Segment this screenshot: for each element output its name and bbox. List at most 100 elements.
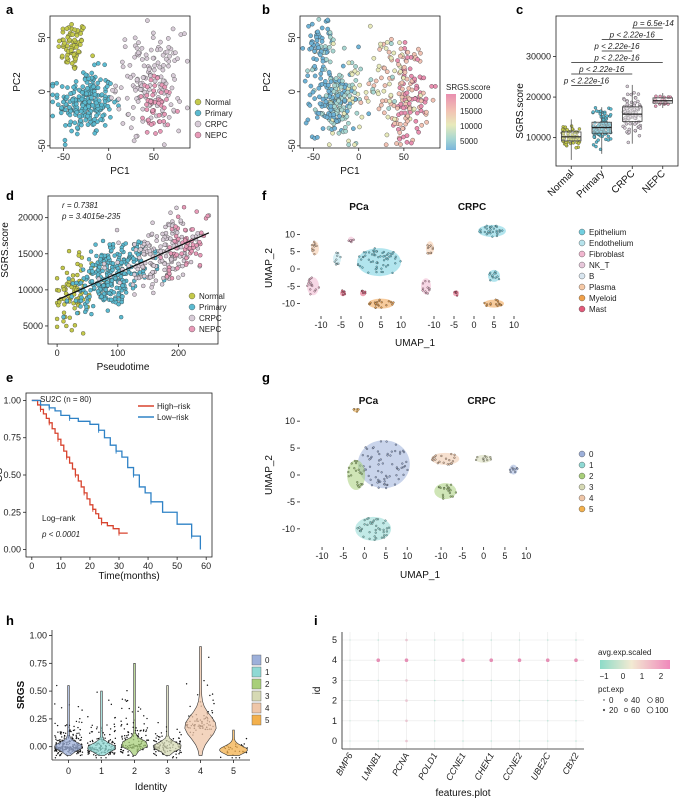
panel-g-x-tick-label: 0 <box>362 551 367 561</box>
panel-i-size-swatch <box>623 707 629 713</box>
pseudotime-point <box>195 231 200 236</box>
g-pca-cluster0-cell <box>385 486 388 490</box>
panel-i-y-tick-label: 1 <box>332 716 337 726</box>
pca-point <box>160 67 166 73</box>
violin-point <box>104 737 106 739</box>
panel-i-colorbar <box>600 660 670 669</box>
pseudotime-point <box>110 267 115 273</box>
panel-g-y-tick-label: -5 <box>287 497 295 507</box>
dotplot-dot <box>546 699 549 702</box>
g-pca-cluster5-cell <box>355 410 358 413</box>
violin-point <box>235 757 237 759</box>
pca-score-point <box>405 118 410 124</box>
g-pca-cluster1-cell <box>359 530 362 533</box>
f-pca-epithelium-cell <box>360 258 363 261</box>
panel-c-x-tick-label: CRPC <box>610 168 638 196</box>
pca-point <box>82 77 88 82</box>
panel-d-xlabel: Pseudotime <box>97 362 150 373</box>
pca-point <box>150 92 155 98</box>
pca-score-point <box>341 45 347 51</box>
f-pca-epithelium-cell <box>371 260 375 263</box>
pca-score-point <box>414 126 420 131</box>
pca-score-point <box>398 142 403 147</box>
pseudotime-point <box>141 283 146 289</box>
pca-point <box>79 122 84 128</box>
violin-point <box>109 728 112 730</box>
pseudotime-point <box>145 240 150 246</box>
pseudotime-point <box>149 231 155 237</box>
g-pca-cluster1-cell <box>373 535 376 538</box>
f-crpc-plasma-cell <box>431 246 434 249</box>
panel-i-ylabel: id <box>312 687 323 695</box>
pca-point <box>162 84 168 90</box>
violin-point <box>121 751 124 754</box>
pca-point <box>152 63 157 68</box>
g-crpc-cluster4-cell <box>450 452 453 456</box>
pca-point <box>162 111 167 117</box>
pca-point <box>92 131 98 136</box>
pseudotime-point <box>153 278 159 283</box>
f-crpc-epithelium-small-cell <box>496 275 499 278</box>
violin-point <box>91 724 93 726</box>
pseudotime-point <box>84 304 89 309</box>
pseudotime-point <box>141 241 147 247</box>
g-pca-cluster1-cell <box>371 522 374 525</box>
pseudotime-point <box>162 242 167 247</box>
panel-c-boxplot: p = 6.5e-14 p < 2.22e-16 p < 2.22e-16 p < 2… <box>515 15 679 200</box>
pseudotime-point <box>103 287 109 292</box>
violin-point <box>145 730 147 733</box>
panel-f-x-tick-label: 0 <box>358 320 363 330</box>
pca-point <box>165 122 171 128</box>
panel-g-legend-label: 3 <box>589 483 594 492</box>
violin-point <box>127 731 129 733</box>
pseudotime-point <box>164 274 170 279</box>
pca-point <box>128 75 133 80</box>
pca-score-point <box>401 105 406 111</box>
pseudotime-point <box>159 282 165 287</box>
dotplot-dot <box>490 699 493 702</box>
f-pca-fibroblast-cell <box>307 279 310 282</box>
g-pca-cluster1-cell <box>382 531 385 534</box>
pca-score-point <box>330 48 336 54</box>
g-crpc-cluster4-cell <box>434 458 437 461</box>
violin-point <box>112 741 114 743</box>
g-crpc-cluster2-cell <box>441 493 444 496</box>
violin-point <box>61 739 63 741</box>
box-jitter-point <box>571 141 575 145</box>
pca-point <box>144 84 150 90</box>
pca-score-point <box>327 34 333 40</box>
violin-point <box>87 751 89 753</box>
pseudotime-point <box>183 262 189 267</box>
pca-score-point <box>416 129 421 135</box>
pca-point <box>99 102 104 108</box>
pca-score-point <box>332 83 337 88</box>
g-crpc-cluster2-cell <box>451 495 454 498</box>
box-jitter-point <box>628 121 632 126</box>
umap-facet-title: PCa <box>349 202 369 213</box>
g-pca-cluster0-cell <box>389 454 392 457</box>
pca-score-point <box>387 81 392 87</box>
pca-score-point <box>375 67 381 73</box>
g-pca-cluster0-cell <box>402 449 405 452</box>
dotplot-dot <box>377 639 380 641</box>
pseudotime-point <box>95 289 101 294</box>
pca-score-point <box>337 72 342 78</box>
dotplot-dot <box>545 658 550 662</box>
pca-point <box>133 134 139 139</box>
g-pca-cluster0-cell <box>367 474 370 478</box>
panel-i-size-label: 20 <box>609 706 618 715</box>
panel-b-colorbar-label: 5000 <box>460 137 478 146</box>
violin-point <box>142 729 145 731</box>
g-pca-cluster0-cell <box>385 440 388 443</box>
f-crpc-fibroblast-cell <box>421 282 425 285</box>
pseudotime-point <box>119 315 124 320</box>
violin-point <box>55 742 57 744</box>
f-pca-mast-cell <box>364 290 367 293</box>
pseudotime-point <box>97 264 102 270</box>
pca-score-point <box>409 73 414 79</box>
f-pca-fibroblast-cell <box>309 281 312 284</box>
violin-shape <box>153 685 182 756</box>
dotplot-dot <box>462 679 464 682</box>
f-crpc-epithelium-cell <box>495 229 498 232</box>
pseudotime-point <box>61 310 67 315</box>
